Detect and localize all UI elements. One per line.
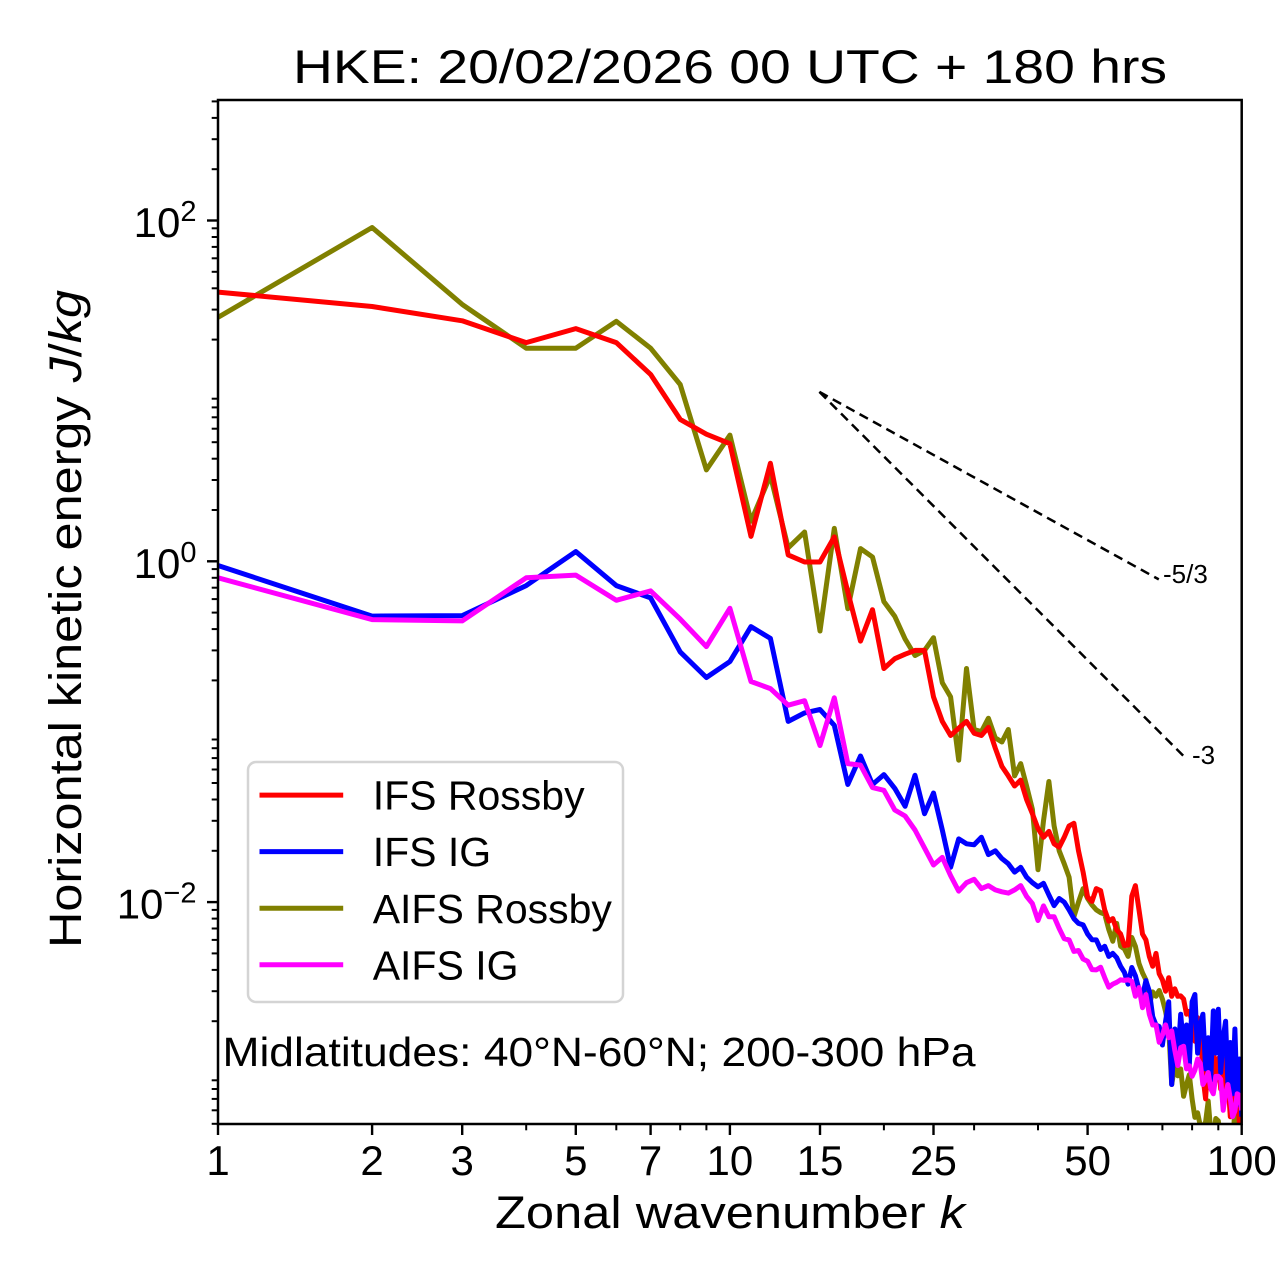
svg-text:1: 1 [206,1137,229,1184]
svg-text:25: 25 [910,1137,957,1184]
svg-text:HKE: 20/02/2026 00 UTC + 180 h: HKE: 20/02/2026 00 UTC + 180 hrs [293,40,1167,93]
svg-text:Midlatitudes: 40°N-60°N; 200-3: Midlatitudes: 40°N-60°N; 200-300 hPa [223,1029,976,1075]
svg-text:50: 50 [1064,1137,1111,1184]
svg-text:100: 100 [1207,1137,1277,1184]
svg-text:2: 2 [360,1137,383,1184]
svg-text:-3: -3 [1192,740,1215,770]
svg-text:10: 10 [707,1137,754,1184]
svg-text:AIFS IG: AIFS IG [373,942,519,988]
svg-text:Zonal wavenumber k: Zonal wavenumber k [495,1187,968,1238]
svg-text:-5/3: -5/3 [1163,559,1208,589]
svg-text:10−2: 10−2 [117,878,197,928]
svg-text:3: 3 [451,1137,474,1184]
svg-text:7: 7 [639,1137,662,1184]
svg-text:102: 102 [134,196,197,246]
svg-text:AIFS Rossby: AIFS Rossby [373,886,613,932]
svg-text:IFS IG: IFS IG [373,829,491,875]
svg-text:15: 15 [797,1137,844,1184]
svg-text:IFS Rossby: IFS Rossby [373,773,585,819]
svg-text:5: 5 [564,1137,587,1184]
svg-text:Horizontal kinetic energy J/kg: Horizontal kinetic energy J/kg [40,290,91,948]
